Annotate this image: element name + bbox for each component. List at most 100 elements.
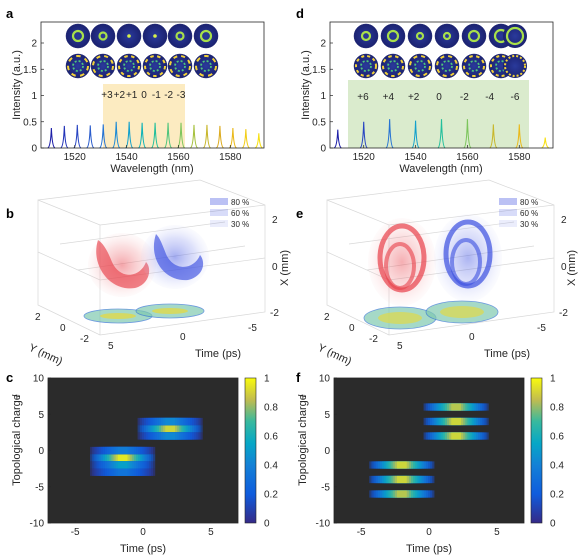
y-tick-label: 1	[320, 91, 326, 102]
panel-label-f: f	[296, 370, 301, 385]
blue-pulse-b	[141, 225, 209, 289]
ylabel-symbol-f: l	[297, 394, 309, 397]
ytick-0-e: 0	[349, 323, 355, 334]
colorbar-tick-label: 0.8	[264, 403, 278, 414]
ylabel-c: Topological charge	[11, 394, 23, 486]
ylabel-a: Intensity (a.u.)	[11, 50, 23, 120]
y-tick-label: 1	[31, 91, 37, 102]
x-tick-label: 1560	[456, 152, 479, 163]
mode-image	[90, 23, 116, 49]
mode-label: +4	[383, 92, 395, 103]
x-tick-label: -5	[71, 527, 80, 538]
legend-80-b: 80 %	[231, 198, 249, 207]
ytick-0-b: 0	[60, 323, 66, 334]
legend-30-e: 30 %	[520, 220, 538, 229]
mode-image	[407, 53, 433, 79]
spectral-peak	[190, 124, 198, 149]
xtick-0-e: 0	[561, 262, 567, 273]
ticks-c: 10 5 0 -5 -10 -5 0 5	[30, 374, 215, 539]
legend-60-e: 60 %	[520, 209, 538, 218]
legend-b: 80 % 60 % 30 %	[210, 198, 249, 229]
spectral-peak	[99, 124, 108, 149]
y-tick-label: 2	[320, 39, 326, 50]
mode-image	[193, 53, 219, 79]
heatmap-blob	[396, 461, 407, 469]
ttick-0-b: 0	[180, 332, 186, 343]
y-tick-label: 2	[31, 39, 37, 50]
y-tick-label: -10	[30, 519, 45, 530]
panel-label-a: a	[6, 6, 14, 21]
mode-label: +1	[126, 90, 138, 101]
mode-image	[65, 23, 91, 49]
axes-frame-d	[329, 21, 554, 149]
mode-image	[353, 23, 379, 49]
mode-image	[167, 23, 193, 49]
legend-e: 80 % 60 % 30 %	[499, 198, 538, 229]
x-axis-label-b: X (mm)	[279, 250, 291, 286]
mode-inner	[72, 60, 84, 72]
ttick-0-e: 0	[469, 332, 475, 343]
red-pulse-b	[88, 233, 156, 297]
y-tick-label: -5	[321, 482, 330, 493]
mode-images-a	[65, 23, 219, 79]
mode-petals	[67, 55, 89, 77]
x-tick-label: 1580	[508, 152, 531, 163]
mode-ring	[467, 29, 481, 43]
mode-ring	[71, 29, 85, 43]
mode-ring	[360, 30, 372, 42]
spectral-peak	[515, 124, 524, 149]
mode-petals	[382, 55, 404, 77]
colorbar-f	[530, 377, 543, 524]
colorbar-tick-label: 1	[550, 374, 556, 385]
mode-petals	[195, 55, 217, 77]
x-tick-label: -5	[357, 527, 366, 538]
mode-image	[461, 53, 487, 79]
mode-inner	[441, 60, 453, 72]
mode-image	[167, 53, 193, 79]
xtick-neg2-e: -2	[559, 308, 568, 319]
mode-inner	[360, 60, 372, 72]
y-tick-label: -10	[316, 519, 331, 530]
mode-petals	[504, 55, 526, 77]
legend-80-e: 80 %	[520, 198, 538, 207]
ylabel-symbol-c: l	[11, 394, 23, 397]
spectral-peak	[437, 119, 446, 149]
mode-labels-d: +6 +4 +2 0 -2 -4 -6	[357, 92, 520, 103]
mode-images-d	[353, 23, 527, 79]
heatmap-blob	[117, 454, 128, 462]
x-tick-label: 1560	[167, 152, 190, 163]
colorbar-tick-label: 0.6	[550, 432, 564, 443]
mode-image	[434, 23, 460, 49]
spectral-peak	[228, 128, 237, 149]
x-tick-label: 1520	[353, 152, 376, 163]
mode-inner	[200, 60, 212, 72]
heatmap-blob	[451, 432, 462, 440]
spectral-peak	[86, 125, 95, 149]
spectral-peak	[541, 137, 550, 149]
y-tick-label: 0.5	[312, 117, 326, 128]
spectral-peak	[385, 119, 394, 149]
mode-inner	[149, 60, 161, 72]
ttick-neg5-b: -5	[248, 323, 257, 334]
mode-image	[380, 23, 406, 49]
ttick-neg5-e: -5	[537, 323, 546, 334]
mode-label: -6	[511, 92, 520, 103]
colorbar-tick-label: 0.6	[264, 432, 278, 443]
mode-ring	[415, 31, 425, 41]
floor-projection-b	[83, 303, 205, 324]
time-label-e: Time (ps)	[484, 348, 530, 360]
red-pulse-e	[368, 218, 436, 306]
y-tick-label: 0	[320, 144, 326, 155]
mode-inner	[387, 60, 399, 72]
mode-image	[503, 54, 527, 78]
mode-label: -4	[485, 92, 494, 103]
y-tick-label: 10	[319, 374, 331, 385]
ylabel-d: Intensity (a.u.)	[300, 50, 312, 120]
mode-core	[153, 34, 157, 38]
ytick-neg2-b: -2	[80, 334, 89, 345]
spectral-peak	[215, 125, 224, 149]
mode-label: -1	[152, 90, 161, 101]
blobs-c	[90, 417, 203, 476]
spectral-peak	[411, 120, 420, 149]
spectral-peak	[125, 121, 134, 149]
